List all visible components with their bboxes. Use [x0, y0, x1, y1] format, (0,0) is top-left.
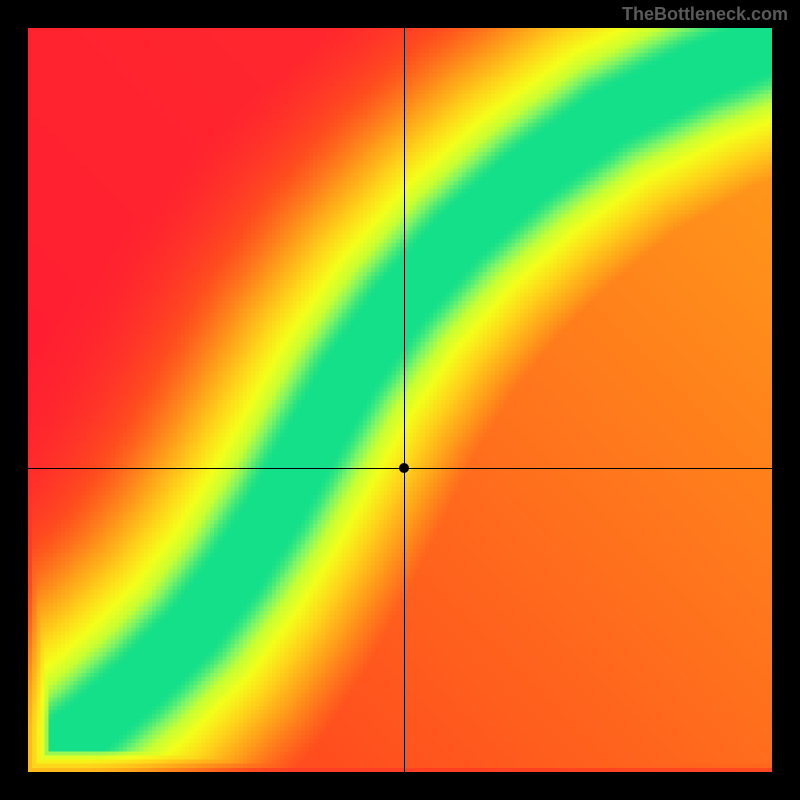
heatmap-container	[28, 28, 772, 772]
plot-area	[0, 0, 800, 800]
bottleneck-heatmap	[28, 28, 772, 772]
watermark-text: TheBottleneck.com	[622, 4, 788, 25]
crosshair-vertical	[404, 28, 405, 772]
crosshair-marker	[399, 463, 409, 473]
